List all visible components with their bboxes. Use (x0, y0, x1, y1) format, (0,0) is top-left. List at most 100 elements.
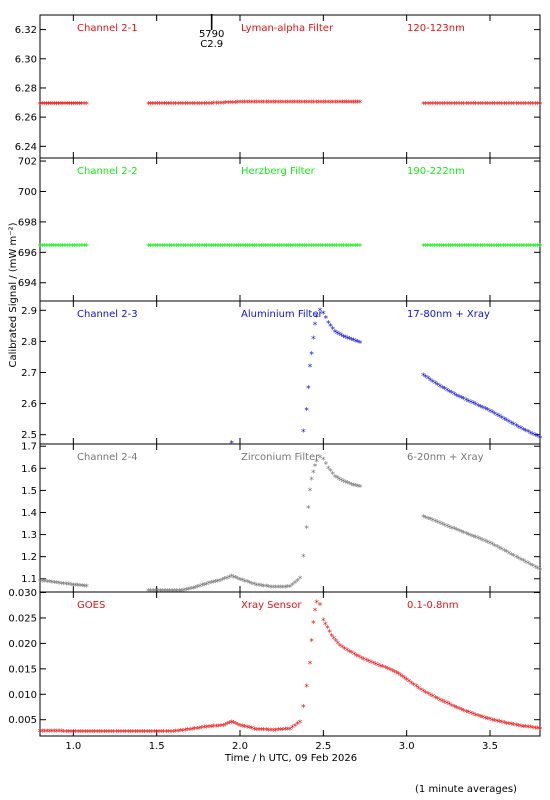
data-point: * (188, 726, 193, 736)
data-point: * (435, 381, 440, 391)
data-point: * (69, 728, 74, 738)
data-point: * (473, 101, 478, 111)
data-point: * (245, 579, 250, 589)
data-point: * (283, 584, 288, 594)
data-point: * (423, 101, 428, 111)
data-point: * (165, 243, 170, 253)
data-point: * (352, 337, 357, 347)
data-point: * (432, 243, 437, 253)
data-point: * (169, 101, 174, 111)
data-point: * (278, 726, 283, 736)
data-point: * (516, 101, 521, 111)
data-series: ****************************************… (421, 372, 543, 444)
data-point: * (250, 725, 255, 735)
data-point: * (236, 243, 241, 253)
data-point: * (450, 390, 455, 400)
data-point: * (248, 243, 253, 253)
data-point: * (309, 476, 314, 486)
data-point: * (176, 728, 181, 738)
data-point: * (45, 578, 50, 588)
data-point: * (531, 431, 536, 441)
data-point: * (504, 101, 509, 111)
data-point: * (450, 101, 455, 111)
data-point: * (179, 243, 184, 253)
data-point: * (204, 101, 209, 111)
data-point: * (329, 632, 334, 642)
data-point: * (167, 101, 172, 111)
panel-filter-label: Herzberg Filter (241, 166, 316, 177)
data-point: * (304, 524, 309, 534)
data-point: * (225, 243, 230, 253)
data-point: * (170, 588, 175, 598)
data-point: * (349, 336, 354, 346)
data-point: * (459, 529, 464, 539)
data-point: * (531, 101, 536, 111)
data-point: * (538, 243, 543, 253)
data-point: * (333, 99, 338, 109)
data-point: * (521, 427, 526, 437)
data-point: * (218, 577, 223, 587)
data-point: * (476, 243, 481, 253)
panel-frame (39, 591, 541, 737)
data-point: * (500, 719, 505, 729)
panel-band-label: 17-80nm + Xray (407, 309, 490, 320)
data-point: * (259, 243, 264, 253)
data-point: * (443, 699, 448, 709)
data-point: * (450, 525, 455, 535)
data-point: * (457, 243, 462, 253)
data-point: * (126, 728, 131, 738)
data-point: * (338, 99, 343, 109)
data-point: * (435, 696, 440, 706)
data-point: * (131, 728, 136, 738)
data-point: * (186, 243, 191, 253)
data-point: * (146, 101, 151, 111)
data-point: * (423, 243, 428, 253)
data-point: * (330, 243, 335, 253)
data-point: * (421, 243, 426, 253)
data-point: * (309, 350, 314, 360)
data-series: ****************************************… (421, 243, 543, 253)
data-point: * (473, 401, 478, 411)
y-tick-label: 696 (18, 248, 37, 259)
data-point: * (318, 602, 323, 612)
data-point: * (47, 579, 52, 589)
data-point: * (381, 664, 386, 674)
data-point: * (339, 243, 344, 253)
data-point: * (471, 400, 476, 410)
data-point: * (347, 648, 352, 658)
data-point: * (207, 580, 212, 590)
data-point: * (514, 101, 519, 111)
data-point: * (523, 724, 528, 734)
data-point: * (428, 243, 433, 253)
data-point: * (222, 576, 227, 586)
data-point: * (483, 243, 488, 253)
data-point: * (247, 725, 252, 735)
data-point: * (223, 100, 228, 110)
data-point: * (311, 243, 316, 253)
data-point: * (462, 101, 467, 111)
data-point: * (531, 243, 536, 253)
data-point: * (50, 728, 55, 738)
data-point: * (227, 720, 232, 730)
data-point: * (471, 533, 476, 543)
data-point: * (80, 583, 85, 593)
data-point: * (221, 100, 226, 110)
data-point: * (343, 479, 348, 489)
data-point: * (270, 243, 275, 253)
data-point: * (464, 397, 469, 407)
data-point: * (421, 688, 426, 698)
data-point: * (202, 582, 207, 592)
data-point: * (332, 243, 337, 253)
data-point: * (428, 692, 433, 702)
data-point: * (38, 728, 43, 738)
data-point: * (516, 722, 521, 732)
data-point: * (516, 424, 521, 434)
data-point: * (356, 99, 361, 109)
data-point: * (359, 655, 364, 665)
data-point: * (143, 728, 148, 738)
data-point: * (273, 584, 278, 594)
data-point: * (64, 581, 69, 591)
data-point: * (512, 722, 517, 732)
data-point: * (160, 101, 165, 111)
data-point: * (213, 579, 218, 589)
